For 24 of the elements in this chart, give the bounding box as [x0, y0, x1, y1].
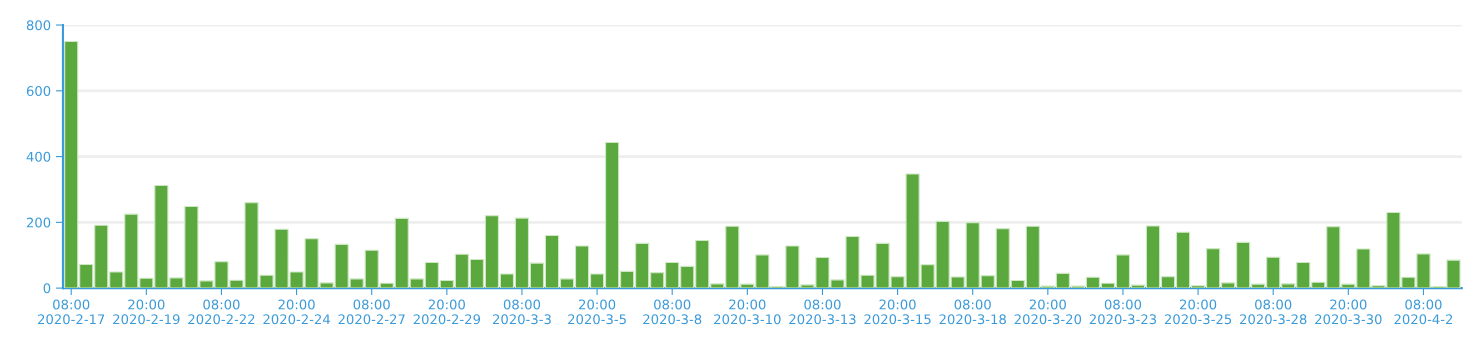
y-tick-label: 200 [26, 217, 51, 228]
x-tick-label: 20:00 2020-2-24 [263, 299, 330, 325]
x-tick-label: 08:00 2020-4-2 [1394, 299, 1453, 325]
y-tick-label: 0 [43, 283, 51, 294]
x-tick-label: 20:00 2020-3-25 [1164, 299, 1232, 325]
x-tick-label: 20:00 2020-2-29 [413, 299, 481, 325]
x-tick-label: 08:00 2020-3-18 [939, 299, 1006, 325]
x-tick-label: 08:00 2020-2-22 [188, 299, 255, 325]
x-tick-label: 08:00 2020-2-17 [38, 299, 105, 325]
x-tick-label: 20:00 2020-3-5 [568, 299, 626, 325]
x-tick-label: 20:00 2020-3-15 [864, 299, 931, 325]
x-tick-label: 20:00 2020-3-10 [714, 299, 781, 325]
x-tick-label: 08:00 2020-2-27 [338, 299, 405, 325]
x-tick-label: 08:00 2020-3-13 [789, 299, 856, 325]
x-tick-label: 08:00 2020-3-3 [492, 299, 551, 325]
x-tick-label: 08:00 2020-3-8 [643, 299, 702, 325]
y-tick-label: 600 [26, 86, 51, 97]
y-tick-label: 400 [26, 151, 51, 162]
y-tick-label: 800 [26, 20, 51, 31]
x-tick-label: 20:00 2020-3-30 [1315, 299, 1382, 325]
x-tick-label: 08:00 2020-3-23 [1089, 299, 1157, 325]
x-tick-label: 20:00 2020-3-20 [1014, 299, 1082, 325]
x-tick-label: 20:00 2020-2-19 [113, 299, 180, 325]
x-tick-label: 08:00 2020-3-28 [1240, 299, 1307, 325]
